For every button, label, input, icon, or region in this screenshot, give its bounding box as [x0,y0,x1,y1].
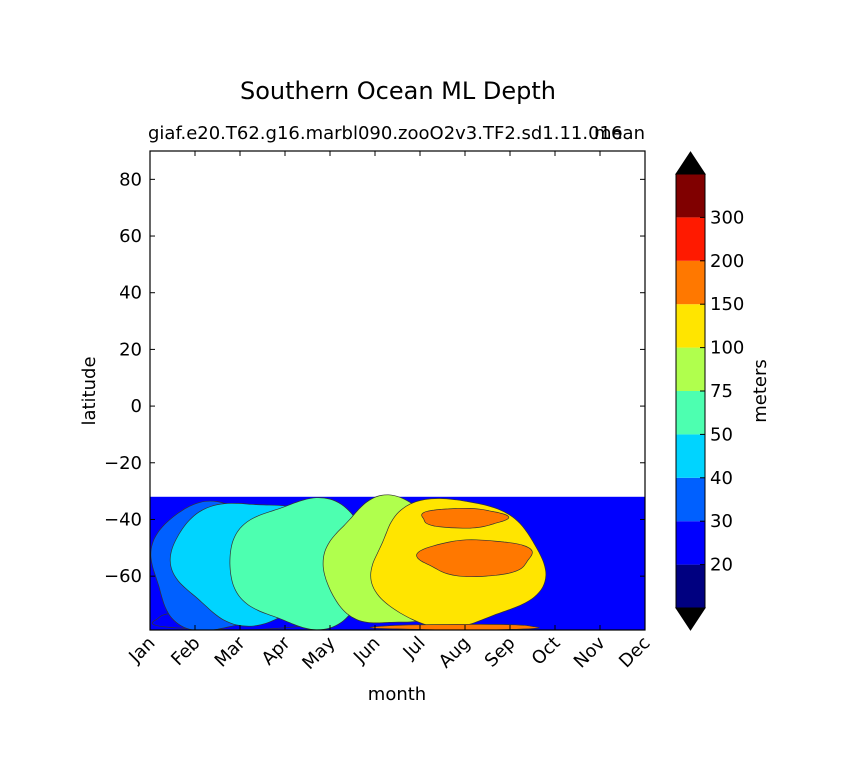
contour-region [416,539,533,578]
colorbar-swatch [676,217,705,261]
y-tick-label: 0 [131,396,142,417]
colorbar-swatch [676,391,705,435]
colorbar-tick-label: 40 [710,468,733,489]
y-tick-label: 40 [119,283,142,304]
plot-frame [149,150,646,631]
colorbar-tick-label: 200 [710,251,744,272]
colorbar: 20 30 40 50 75 100 150 200 300 [675,151,744,631]
chart-subtitle-left: giaf.e20.T62.g16.marbl090.zooO2v3.TF2.sd… [148,123,622,144]
colorbar-tick-label: 100 [710,338,744,359]
colorbar-swatch [676,174,705,218]
colorbar-tick-label: 20 [710,555,733,576]
y-axis: 80 60 40 20 0 −20 −40 −60 [104,169,645,587]
colorbar-swatch [676,521,705,565]
y-tick-label: −40 [104,509,142,530]
contour-region [421,507,510,529]
colorbar-tick-label: 300 [710,207,744,228]
y-tick-label: 60 [119,226,142,247]
y-axis-label: latitude [79,356,100,425]
colorbar-label: meters [750,359,771,423]
contour-fill-layer [150,494,645,630]
colorbar-swatch [676,477,705,522]
colorbar-swatch [676,434,705,478]
colorbar-tick-label: 75 [710,381,733,402]
chart-subtitle-right: mean [594,123,645,144]
colorbar-tick-label: 150 [710,294,744,315]
colorbar-swatch [676,260,705,305]
colorbar-tick-label: 30 [710,511,733,532]
y-tick-label: −20 [104,453,142,474]
y-tick-label: 20 [119,339,142,360]
colorbar-tick-label: 50 [710,424,733,445]
colorbar-swatch [676,564,705,608]
x-axis-label: month [368,684,426,705]
colorbar-swatch [676,347,705,391]
y-tick-label: −60 [104,566,142,587]
y-tick-label: 80 [119,169,142,190]
chart-title: Southern Ocean ML Depth [240,77,556,105]
colorbar-swatch [676,304,705,348]
